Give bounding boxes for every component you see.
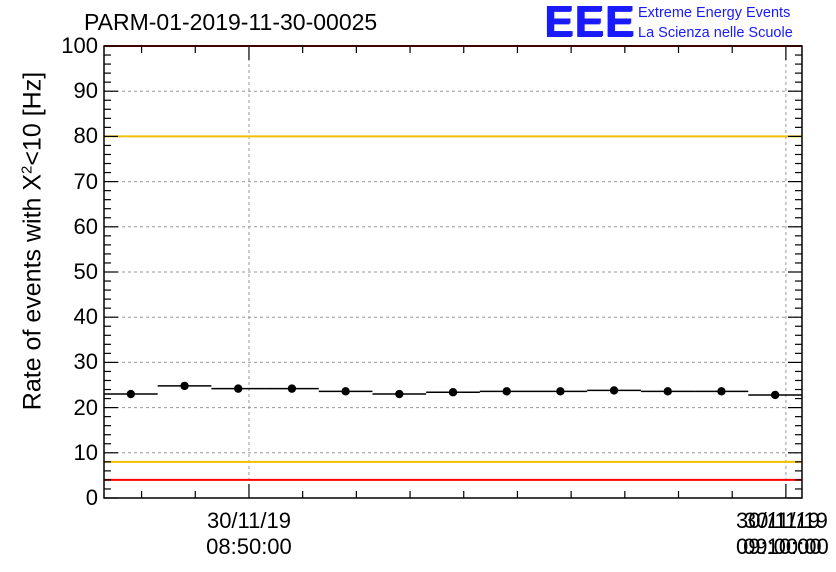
data-point xyxy=(556,387,565,396)
y-tick-label: 100 xyxy=(61,33,98,58)
data-point xyxy=(663,387,672,396)
data-point xyxy=(126,389,136,399)
x-tick-date: 30/11/19 xyxy=(736,508,821,533)
data-point xyxy=(234,384,243,393)
x-tick-date: 30/11/19 xyxy=(206,508,291,533)
y-tick-label: 40 xyxy=(73,304,98,330)
x-tick-time: 08:50:00 xyxy=(206,534,292,559)
x-tick-label: 30/11/19 08:50:00 xyxy=(189,508,309,560)
data-point xyxy=(287,384,297,393)
x-tick-time: 09:10:00 xyxy=(736,534,822,559)
eee-logo: EEE xyxy=(544,0,636,46)
y-tick-label: 70 xyxy=(73,168,98,194)
data-point xyxy=(180,381,189,391)
data-point xyxy=(717,387,726,396)
x-tick-label: 30/11/19 09:10:00 xyxy=(736,508,836,560)
x-tick-time: 09:00:00 xyxy=(743,534,829,559)
logo-line-1: Extreme Energy Events xyxy=(638,5,791,21)
y-tick-label: 80 xyxy=(73,123,98,149)
data-point xyxy=(395,389,404,399)
y-tick-label: 0 xyxy=(85,485,98,510)
data-point xyxy=(609,386,619,395)
y-tick-label: 60 xyxy=(73,213,98,239)
x-tick-date: 30/11/19 xyxy=(743,508,828,533)
data-point xyxy=(448,388,458,397)
y-tick-label: 50 xyxy=(73,259,98,284)
data-point xyxy=(502,387,511,396)
data-point xyxy=(770,390,780,400)
y-tick-label: 90 xyxy=(73,78,98,104)
x-tick-label: 30/11/19 09:00:00 xyxy=(726,508,836,560)
data-point xyxy=(341,387,350,396)
run-title: PARM-01-2019-11-30-00025 xyxy=(84,9,378,35)
y-tick-label: 20 xyxy=(73,394,98,420)
y-tick-label: 10 xyxy=(73,439,98,465)
y-tick-label: 30 xyxy=(73,349,98,375)
logo-line-2: La Scienza nelle Scuole xyxy=(638,25,793,41)
